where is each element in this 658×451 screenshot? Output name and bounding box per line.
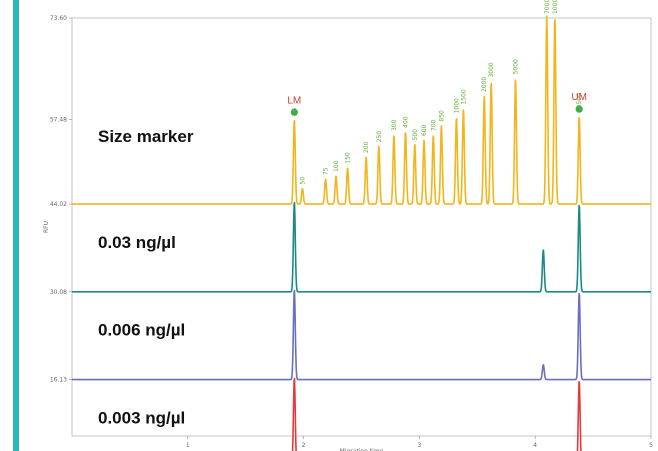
size-label: 850 [438,110,445,122]
series-line [71,15,652,205]
y-tick-label: 44.02 [50,201,67,208]
y-axis-title: RFU [43,221,50,233]
size-label: 50 [299,177,306,185]
size-label: 200 [363,141,370,153]
size-label: 500 [412,129,419,141]
size-label: 700 [430,119,437,131]
x-axis-title: Migration time [340,448,384,451]
series-line [71,201,652,293]
size-label: 3000 [488,62,495,77]
x-tick-label: 3 [417,442,421,449]
marker-dot [290,108,298,116]
size-label: 150 [345,152,352,164]
trace-label: 0.03 ng/µl [98,233,176,252]
size-label: 75 [323,167,330,175]
marker-dot [575,105,583,113]
size-label: 1000 [453,98,460,113]
size-label: 400 [403,116,410,128]
size-label: 300 [391,119,398,131]
series-2 [71,289,652,381]
y-tick-label: 16.13 [50,377,67,384]
size-label: 48500 [576,93,583,112]
trace-label: 0.003 ng/µl [98,408,185,427]
axis-layer: 73.6057.4844.0230.0816.132.1612345RFUMig… [43,15,653,451]
series-line [71,289,652,381]
x-tick-label: 5 [649,442,653,449]
x-tick-label: 4 [533,442,537,449]
accent-bar [13,0,19,451]
size-label: 250 [376,131,383,143]
size-label: 5000 [513,59,520,74]
plot-border [71,17,652,437]
x-tick-label: 1 [186,442,190,449]
x-tick-label: 2 [302,442,306,449]
size-label: 100 [333,160,340,172]
size-label: 10000 [552,0,559,14]
y-tick-label: 30.08 [50,289,67,296]
trace-label: 0.006 ng/µl [98,321,185,340]
y-tick-label: 73.60 [50,15,67,22]
size-label: 7000 [544,0,551,14]
size-label: 600 [421,124,428,136]
y-tick-label: 57.48 [50,116,67,123]
label-layer: Size marker 0.03 ng/µl 0.006 ng/µl 0.003 ng… [98,0,587,427]
series-0 [71,15,652,205]
trace-label: Size marker [98,127,194,146]
series-1 [71,201,652,293]
series-layer [71,15,652,451]
marker-label: UM [571,92,587,103]
plot-frame [71,17,652,437]
size-label: 2000 [481,77,488,92]
size-label: 1500 [460,89,467,104]
marker-label: LM [287,95,301,106]
